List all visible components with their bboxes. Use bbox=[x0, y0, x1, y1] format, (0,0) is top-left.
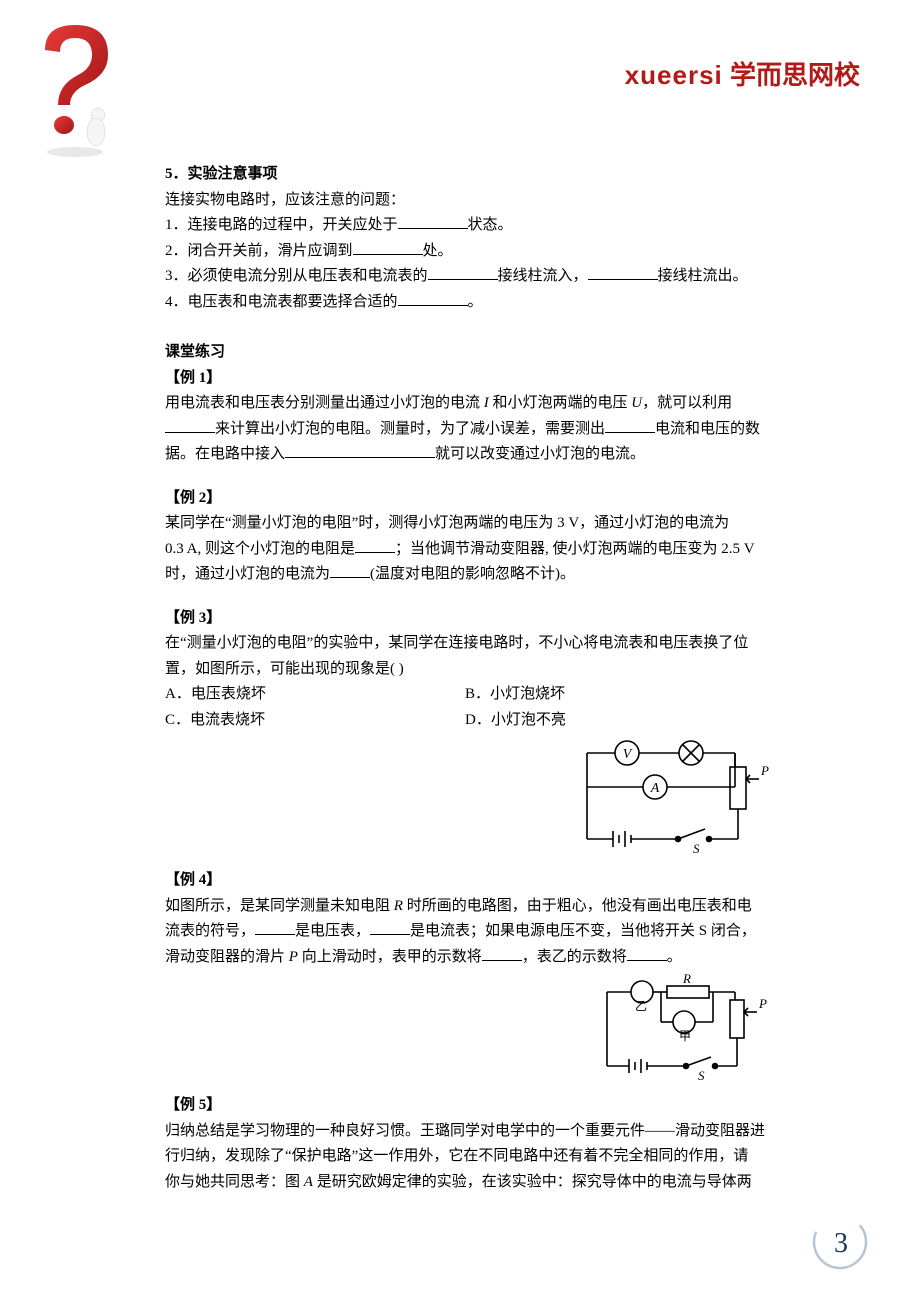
label-yi: 乙 bbox=[635, 999, 647, 1013]
practice-title: 课堂练习 bbox=[165, 340, 845, 366]
ex3-opts-row2: C．电流表烧坏 D．小灯泡不亮 bbox=[165, 708, 845, 734]
circuit-diagram-ex4: 乙 R P 甲 bbox=[595, 974, 775, 1089]
t: 0.3 A, 则这个小灯泡的电阻是 bbox=[165, 541, 355, 557]
var-U: U bbox=[631, 395, 642, 411]
brand-latin: xueersi bbox=[625, 60, 723, 90]
s5-i4b: 。 bbox=[468, 294, 483, 310]
t: ；当他调节滑动变阻器, 使小灯泡两端的电压变为 2.5 V bbox=[395, 541, 755, 557]
s5-i4a: 4．电压表和电流表都要选择合适的 bbox=[165, 294, 398, 310]
s5-i3a: 3．必须使电流分别从电压表和电流表的 bbox=[165, 268, 428, 284]
t: 滑动变阻器的滑片 bbox=[165, 949, 289, 965]
blank bbox=[428, 265, 498, 280]
blank bbox=[482, 946, 522, 961]
ex2-line2: 0.3 A, 则这个小灯泡的电阻是 ；当他调节滑动变阻器, 使小灯泡两端的电压变为… bbox=[165, 537, 845, 563]
opt-D: D．小灯泡不亮 bbox=[465, 708, 765, 734]
ex2-line3: 时，通过小灯泡的电流为 (温度对电阻的影响忽略不计)。 bbox=[165, 562, 845, 588]
ex4-line1: 如图所示，是某同学测量未知电阻 R 时所画的电路图，由于粗心，他没有画出电压表和… bbox=[165, 894, 845, 920]
s5-i1b: 状态。 bbox=[468, 217, 513, 233]
var-P: P bbox=[289, 949, 298, 965]
ex2-line1: 某同学在“测量小灯泡的电阻”时，测得小灯泡两端的电压为 3 V，通过小灯泡的电流… bbox=[165, 511, 845, 537]
s5-i3c: 接线柱流出。 bbox=[658, 268, 748, 284]
ex2-head: 【例 2】 bbox=[165, 486, 845, 512]
blank bbox=[627, 946, 667, 961]
blank bbox=[165, 418, 215, 433]
s5-i2a: 2．闭合开关前，滑片应调到 bbox=[165, 243, 353, 259]
blank bbox=[255, 920, 295, 935]
ex1-line2: 来计算出小灯泡的电阻。测量时，为了减小误差，需要测出 电流和电压的数 bbox=[165, 417, 845, 443]
blank bbox=[353, 240, 423, 255]
t: ，表乙的示数将 bbox=[522, 949, 627, 965]
ex3-head: 【例 3】 bbox=[165, 606, 845, 632]
ex4-line2: 流表的符号， 是电压表， 是电流表；如果电源电压不变，当他将开关 S 闭合， bbox=[165, 919, 845, 945]
blank bbox=[370, 920, 410, 935]
ex1-head: 【例 1】 bbox=[165, 366, 845, 392]
t: 时，通过小灯泡的电流为 bbox=[165, 566, 330, 582]
t: 和小灯泡两端的电压 bbox=[489, 395, 632, 411]
label-R: R bbox=[682, 974, 691, 986]
ex4-line3: 滑动变阻器的滑片 P 向上滑动时，表甲的示数将 ，表乙的示数将 。 bbox=[165, 945, 845, 971]
t: 来计算出小灯泡的电阻。测量时，为了减小误差，需要测出 bbox=[215, 421, 605, 437]
blank bbox=[398, 291, 468, 306]
var-R: R bbox=[394, 898, 403, 914]
s5-i1a: 1．连接电路的过程中，开关应处于 bbox=[165, 217, 398, 233]
page-content: 5．实验注意事项 连接实物电路时，应该注意的问题： 1．连接电路的过程中，开关应… bbox=[165, 160, 845, 1195]
label-P: P bbox=[760, 763, 769, 778]
brand-cn: 学而思网校 bbox=[723, 60, 860, 90]
opt-B: B．小灯泡烧坏 bbox=[465, 682, 765, 708]
t: 是电流表；如果电源电压不变，当他将开关 S 闭合， bbox=[410, 923, 756, 939]
t: 。 bbox=[667, 949, 682, 965]
ex3-line1: 在“测量小灯泡的电阻”的实验中，某同学在连接电路时，不小心将电流表和电压表换了位 bbox=[165, 631, 845, 657]
section5-item2: 2．闭合开关前，滑片应调到 处。 bbox=[165, 239, 845, 265]
t: 是研究欧姆定律的实验，在该实验中：探究导体中的电流与导体两 bbox=[313, 1174, 752, 1190]
ex5-line1: 归纳总结是学习物理的一种良好习惯。王璐同学对电学中的一个重要元件——滑动变阻器进 bbox=[165, 1119, 845, 1145]
t: ，就可以利用 bbox=[642, 395, 732, 411]
blank bbox=[355, 538, 395, 553]
ex3-opts-row1: A．电压表烧坏 B．小灯泡烧坏 bbox=[165, 682, 845, 708]
section5-item4: 4．电压表和电流表都要选择合适的 。 bbox=[165, 290, 845, 316]
section5-item1: 1．连接电路的过程中，开关应处于 状态。 bbox=[165, 213, 845, 239]
t: 电流和电压的数 bbox=[655, 421, 760, 437]
ex4-head: 【例 4】 bbox=[165, 868, 845, 894]
section5-item3: 3．必须使电流分别从电压表和电流表的 接线柱流入， 接线柱流出。 bbox=[165, 264, 845, 290]
question-mark-logo bbox=[10, 20, 140, 160]
t: 用电流表和电压表分别测量出通过小灯泡的电流 bbox=[165, 395, 484, 411]
ex5-line2: 行归纳，发现除了“保护电路”这一作用外，它在不同电路中还有着不完全相同的作用，请 bbox=[165, 1144, 845, 1170]
t: 如图所示，是某同学测量未知电阻 bbox=[165, 898, 394, 914]
page-number: 3 bbox=[834, 1228, 848, 1260]
circuit-diagram-ex3: V P A bbox=[575, 739, 770, 864]
section5-intro: 连接实物电路时，应该注意的问题： bbox=[165, 188, 845, 214]
t: 据。在电路中接入 bbox=[165, 446, 285, 462]
brand-logo: xueersi 学而思网校 bbox=[625, 55, 860, 92]
var-A: A bbox=[304, 1174, 313, 1190]
label-S2: S bbox=[698, 1068, 705, 1083]
t: 是电压表， bbox=[295, 923, 370, 939]
opt-C: C．电流表烧坏 bbox=[165, 708, 465, 734]
ex1-line1: 用电流表和电压表分别测量出通过小灯泡的电流 I 和小灯泡两端的电压 U，就可以利… bbox=[165, 391, 845, 417]
label-jia: 甲 bbox=[679, 1029, 691, 1043]
t: 你与她共同思考：图 bbox=[165, 1174, 304, 1190]
t: 流表的符号， bbox=[165, 923, 255, 939]
t: 时所画的电路图，由于粗心，他没有画出电压表和电 bbox=[403, 898, 752, 914]
ex1-line3: 据。在电路中接入 就可以改变通过小灯泡的电流。 bbox=[165, 442, 845, 468]
blank bbox=[285, 443, 435, 458]
label-A: A bbox=[650, 781, 660, 796]
blank bbox=[605, 418, 655, 433]
s5-i3b: 接线柱流入， bbox=[498, 268, 588, 284]
t: (温度对电阻的影响忽略不计)。 bbox=[370, 566, 575, 582]
label-S: S bbox=[693, 841, 700, 856]
label-P2: P bbox=[758, 996, 767, 1011]
blank bbox=[398, 214, 468, 229]
ex5-head: 【例 5】 bbox=[165, 1093, 845, 1119]
blank bbox=[588, 265, 658, 280]
t: 向上滑动时，表甲的示数将 bbox=[298, 949, 482, 965]
ex5-line3: 你与她共同思考：图 A 是研究欧姆定律的实验，在该实验中：探究导体中的电流与导体… bbox=[165, 1170, 845, 1196]
s5-i2b: 处。 bbox=[423, 243, 453, 259]
blank bbox=[330, 563, 370, 578]
label-V: V bbox=[623, 747, 633, 762]
section5-title: 5．实验注意事项 bbox=[165, 162, 845, 188]
t: 就可以改变通过小灯泡的电流。 bbox=[435, 446, 645, 462]
opt-A: A．电压表烧坏 bbox=[165, 682, 465, 708]
ex3-line2: 置，如图所示，可能出现的现象是( ) bbox=[165, 657, 845, 683]
